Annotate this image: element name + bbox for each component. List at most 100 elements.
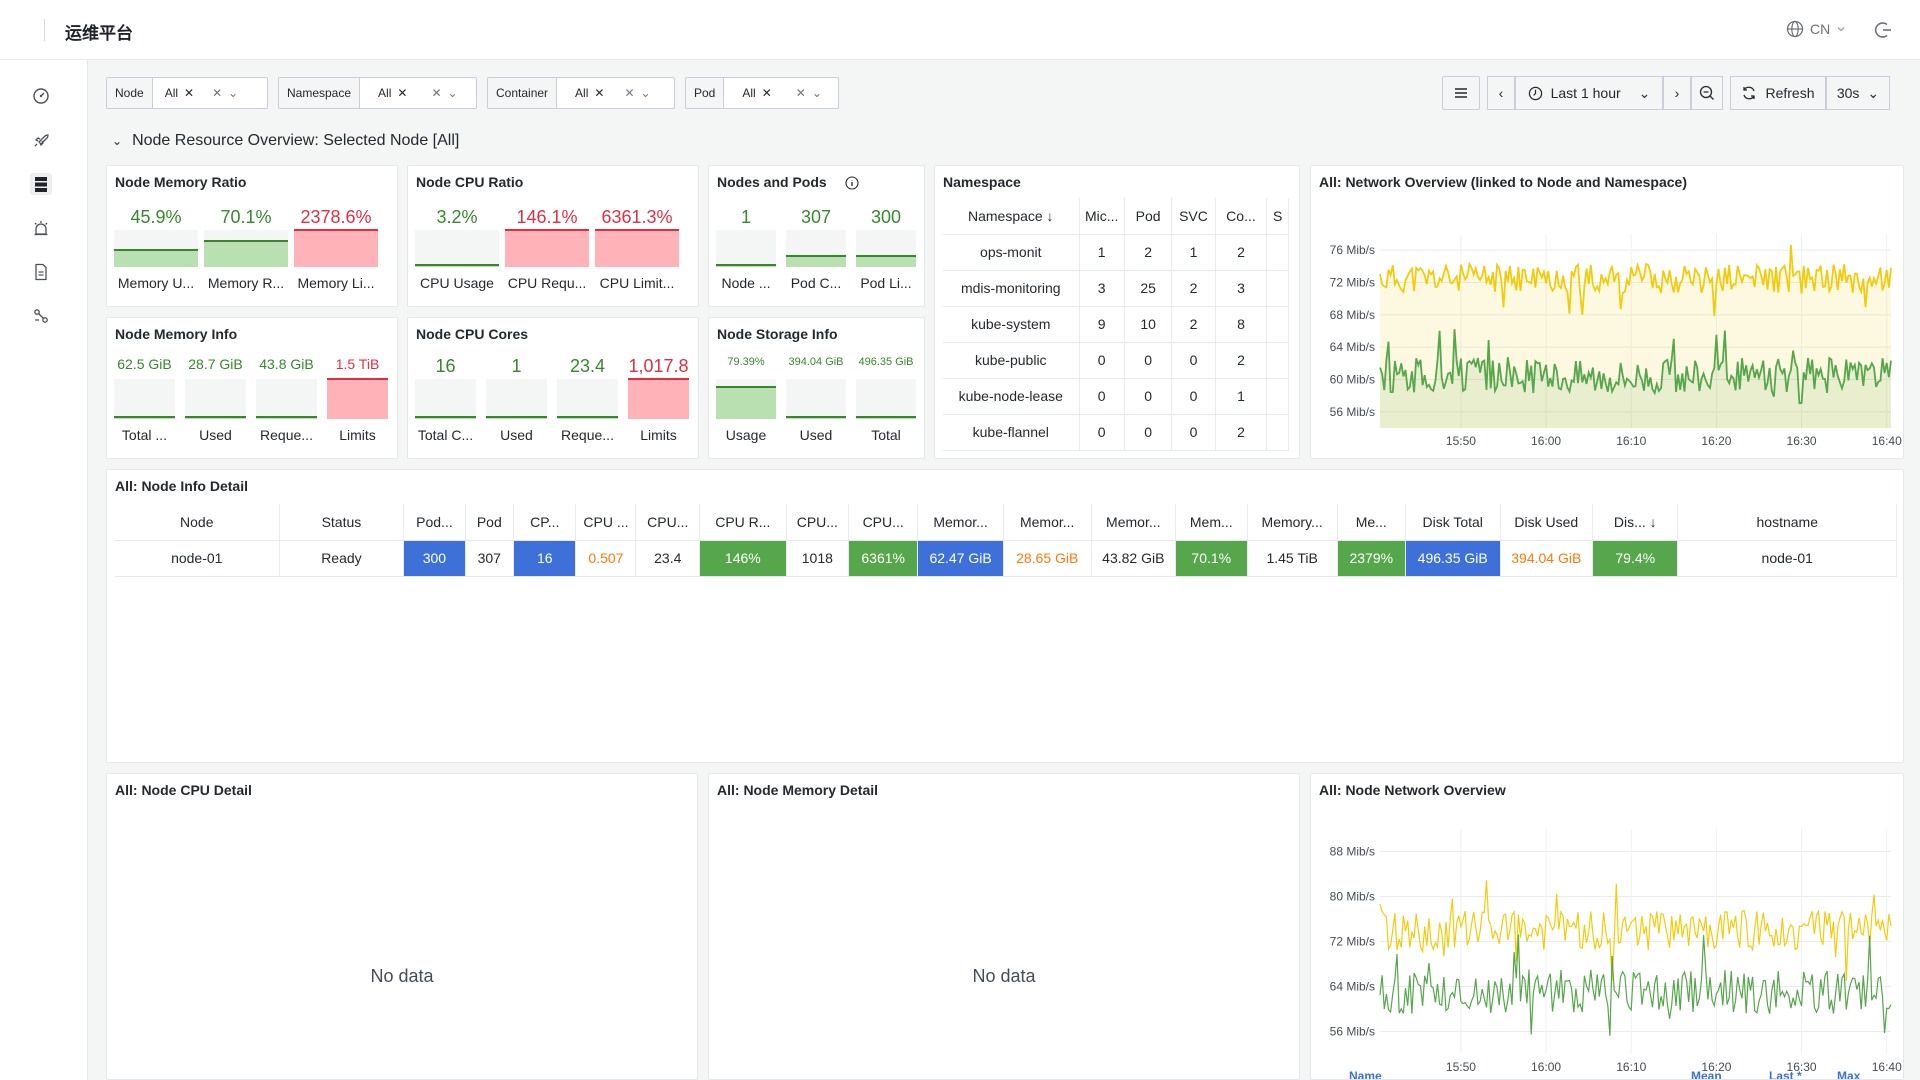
nav-docs[interactable] <box>30 261 52 283</box>
gauge[interactable]: 1 Used <box>486 318 547 458</box>
table-row[interactable]: ops-monit 1 2 1 2 <box>943 234 1289 271</box>
legend-header-max[interactable]: Max <box>1837 1069 1861 1080</box>
refresh-button[interactable]: Refresh <box>1730 76 1826 110</box>
column-header[interactable]: CPU ... <box>575 504 637 541</box>
column-header[interactable]: Namespace ↓ <box>943 198 1080 235</box>
column-header[interactable]: Memory... <box>1247 504 1338 541</box>
chevron-down-icon[interactable]: ⌄ <box>447 86 458 100</box>
chevron-down-icon[interactable]: ⌄ <box>228 86 239 100</box>
variable-value[interactable]: All ✕ ✕ ⌄ <box>724 78 828 108</box>
gauge[interactable]: 43.8 GiB Reque... <box>256 318 317 458</box>
gauge[interactable]: 79.39% Usage <box>716 318 776 458</box>
column-header[interactable]: Pod <box>465 504 515 541</box>
nav-alert[interactable] <box>30 217 52 239</box>
nav-deploy[interactable] <box>30 129 52 151</box>
column-header[interactable]: CPU... <box>786 504 850 541</box>
table-row[interactable]: kube-flannel 0 0 0 2 <box>943 414 1289 451</box>
info-icon[interactable] <box>845 176 859 190</box>
gauge[interactable]: 496.35 GiB Total <box>856 318 916 458</box>
gauge[interactable]: 16 Total C... <box>415 318 476 458</box>
row-header[interactable]: ⌄ Node Resource Overview: Selected Node … <box>112 132 459 150</box>
gauge[interactable]: 3.2% CPU Usage <box>415 166 499 306</box>
column-header[interactable]: Mem... <box>1175 504 1248 541</box>
table-row[interactable]: kube-public 0 0 0 2 <box>943 342 1289 379</box>
gauge[interactable]: 45.9% Memory U... <box>114 166 198 306</box>
zoom-out-button[interactable] <box>1691 76 1723 110</box>
legend-header-last[interactable]: Last * <box>1769 1069 1802 1080</box>
column-header[interactable]: Disk Total <box>1405 504 1501 541</box>
column-header[interactable]: CPU... <box>848 504 919 541</box>
gauge[interactable]: 307 Pod C... <box>786 166 846 306</box>
gauge[interactable]: 2378.6% Memory Li... <box>294 166 378 306</box>
column-header[interactable]: CPU R... <box>699 504 787 541</box>
column-header[interactable]: Disk Used <box>1500 504 1594 541</box>
remove-icon[interactable]: ✕ <box>761 86 772 100</box>
column-header[interactable]: CPU... <box>635 504 701 541</box>
column-header[interactable]: S <box>1266 198 1289 235</box>
node-network-chart[interactable]: 56 Mib/s 64 Mib/s 72 Mib/s 80 Mib/s 88 Mib/s… <box>1311 774 1904 1080</box>
column-header[interactable]: Mic... <box>1079 198 1125 235</box>
variable-value[interactable]: All ✕ ✕ ⌄ <box>360 78 464 108</box>
time-range-picker[interactable]: Last 1 hour ⌄ <box>1515 76 1663 110</box>
column-header[interactable]: Dis... ↓ <box>1592 504 1679 541</box>
variable-pod[interactable]: Pod All ✕ ✕ ⌄ <box>685 77 839 109</box>
column-header[interactable]: Memor... <box>1003 504 1092 541</box>
gauge[interactable]: 146.1% CPU Requ... <box>505 166 589 306</box>
time-forward-button[interactable]: › <box>1663 76 1691 110</box>
clear-icon[interactable]: ✕ <box>624 86 635 100</box>
variable-node[interactable]: Node All ✕ ✕ ⌄ <box>106 77 268 109</box>
gauge[interactable]: 23.4 Reque... <box>557 318 618 458</box>
table-row[interactable]: mdis-monitoring 3 25 2 3 <box>943 270 1289 307</box>
table-row[interactable]: kube-node-lease 0 0 0 1 <box>943 378 1289 415</box>
nav-dashboard[interactable] <box>30 85 52 107</box>
legend-header-mean[interactable]: Mean <box>1691 1069 1722 1080</box>
column-header[interactable]: hostname <box>1677 504 1897 541</box>
column-header[interactable]: SVC <box>1171 198 1216 235</box>
logout-icon[interactable] <box>1872 19 1894 41</box>
nav-topology[interactable] <box>30 305 52 327</box>
clear-icon[interactable]: ✕ <box>212 86 223 100</box>
gauge[interactable]: 394.04 GiB Used <box>786 318 846 458</box>
gauge[interactable]: 1,017.8 Limits <box>628 318 689 458</box>
series-line[interactable] <box>1379 329 1892 405</box>
gauge[interactable]: 1 Node ... <box>716 166 776 306</box>
gauge[interactable]: 28.7 GiB Used <box>185 318 246 458</box>
remove-icon[interactable]: ✕ <box>397 86 408 100</box>
column-header[interactable]: Status <box>279 504 405 541</box>
gauge[interactable]: 6361.3% CPU Limit... <box>595 166 679 306</box>
time-back-button[interactable]: ‹ <box>1487 76 1515 110</box>
table-row[interactable]: kube-system 9 10 2 8 <box>943 306 1289 343</box>
clear-icon[interactable]: ✕ <box>795 86 806 100</box>
column-header[interactable]: Memor... <box>917 504 1004 541</box>
variable-container[interactable]: Container All ✕ ✕ ⌄ <box>487 77 675 109</box>
column-header[interactable]: Pod... <box>403 504 466 541</box>
clear-icon[interactable]: ✕ <box>431 86 442 100</box>
table-row[interactable]: node-01 Ready 300 307 16 0.507 23.4 146% 1018 636… <box>115 540 1897 577</box>
variable-namespace[interactable]: Namespace All ✕ ✕ ⌄ <box>278 77 477 109</box>
view-menu-button[interactable] <box>1442 76 1480 110</box>
gauge[interactable]: 70.1% Memory R... <box>204 166 288 306</box>
variable-value[interactable]: All ✕ ✕ ⌄ <box>557 78 657 108</box>
column-header[interactable]: Me... <box>1337 504 1406 541</box>
refresh-interval-picker[interactable]: 30s ⌄ <box>1826 76 1890 110</box>
gauge[interactable]: 300 Pod Li... <box>856 166 916 306</box>
chevron-down-icon[interactable]: ⌄ <box>640 86 651 100</box>
remove-icon[interactable]: ✕ <box>184 86 195 100</box>
series-line[interactable] <box>1379 934 1892 1036</box>
column-header[interactable]: CP... <box>513 504 577 541</box>
remove-icon[interactable]: ✕ <box>594 86 605 100</box>
legend-header-name[interactable]: Name <box>1349 1069 1382 1080</box>
series-line[interactable] <box>1379 880 1892 981</box>
column-header[interactable]: Co... <box>1215 198 1268 235</box>
gauge[interactable]: 1.5 TiB Limits <box>327 318 388 458</box>
variable-value[interactable]: All ✕ ✕ ⌄ <box>153 78 245 108</box>
column-header[interactable]: Node <box>115 504 280 541</box>
column-header[interactable]: Memor... <box>1091 504 1176 541</box>
column-header[interactable]: Pod <box>1124 198 1173 235</box>
language-switcher[interactable]: CN <box>1786 20 1846 38</box>
chevron-down-icon[interactable]: ⌄ <box>811 86 822 100</box>
series-line[interactable] <box>1379 244 1892 317</box>
network-overview-chart[interactable]: 56 Mib/s 60 Mib/s 64 Mib/s 68 Mib/s 72 Mib/s… <box>1311 166 1904 459</box>
nav-storage[interactable] <box>30 173 52 195</box>
gauge[interactable]: 62.5 GiB Total ... <box>114 318 175 458</box>
